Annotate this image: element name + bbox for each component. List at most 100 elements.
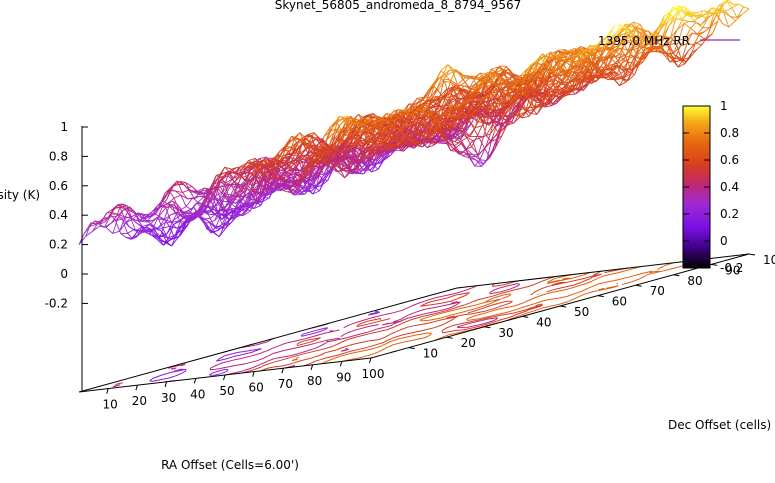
mesh-line	[308, 165, 317, 178]
mesh-line	[377, 156, 386, 170]
mesh-line	[211, 208, 220, 212]
mesh-line	[455, 138, 461, 142]
mesh-line	[475, 106, 484, 113]
mesh-line	[137, 230, 145, 233]
mesh-line	[106, 208, 114, 214]
mesh-line	[201, 203, 210, 215]
mesh-line	[439, 77, 445, 82]
mesh-line	[269, 179, 278, 186]
mesh-line	[233, 207, 241, 211]
mesh-line	[286, 186, 294, 196]
mesh-line	[532, 84, 540, 92]
mesh-line	[257, 191, 266, 203]
mesh-line	[210, 176, 219, 190]
mesh-line	[179, 206, 187, 211]
mesh-line	[631, 35, 638, 42]
mesh-line	[313, 173, 321, 184]
mesh-line	[351, 113, 359, 122]
mesh-line	[457, 79, 464, 86]
mesh-line	[183, 212, 191, 215]
mesh-line	[126, 205, 134, 212]
mesh-line	[272, 182, 281, 191]
mesh-line	[163, 214, 171, 221]
mesh-line	[413, 105, 421, 111]
mesh-line	[440, 70, 447, 76]
mesh-line	[233, 194, 242, 211]
mesh-line	[134, 229, 142, 231]
mesh-line	[299, 161, 307, 164]
mesh-line	[185, 182, 193, 187]
mesh-line	[355, 166, 363, 175]
mesh-line	[491, 138, 497, 142]
mesh-line	[258, 172, 266, 185]
mesh-line	[281, 167, 289, 175]
mesh-line	[457, 81, 466, 88]
mesh-line	[214, 209, 221, 221]
mesh-line	[217, 193, 225, 203]
mesh-line	[457, 129, 465, 136]
mesh-line	[209, 218, 216, 229]
mesh-line	[431, 98, 440, 102]
mesh-line	[183, 220, 191, 230]
mesh-line	[127, 229, 135, 234]
mesh-line	[472, 86, 480, 96]
mesh-line	[173, 220, 181, 225]
mesh-line	[711, 7, 718, 14]
mesh-line	[570, 53, 578, 67]
mesh-line	[445, 89, 453, 98]
mesh-line	[151, 219, 158, 231]
mesh-line	[150, 216, 158, 224]
mesh-line	[175, 190, 182, 196]
mesh-line	[327, 166, 336, 181]
mesh-line	[222, 214, 229, 227]
mesh-line	[291, 173, 299, 176]
mesh-line	[137, 223, 145, 229]
mesh-line	[261, 177, 270, 192]
mesh-line	[674, 46, 681, 59]
mesh-line	[289, 176, 297, 182]
mesh-line	[485, 74, 494, 83]
mesh-line	[165, 214, 172, 223]
mesh-line	[90, 222, 98, 224]
mesh-line	[425, 85, 434, 102]
mesh-line	[128, 209, 136, 214]
mesh-line	[182, 189, 190, 193]
mesh-line	[496, 69, 504, 73]
mesh-line	[514, 99, 523, 112]
mesh-line	[251, 183, 260, 193]
mesh-line	[731, 7, 738, 18]
mesh-line	[451, 82, 459, 88]
mesh-line	[536, 75, 544, 80]
mesh-line	[542, 53, 551, 69]
mesh-line	[689, 43, 696, 58]
mesh-line	[227, 175, 235, 183]
mesh-line	[176, 228, 184, 234]
mesh-line	[634, 42, 641, 56]
mesh-line	[474, 78, 482, 81]
mesh-line	[205, 206, 212, 209]
mesh-line	[439, 75, 447, 79]
mesh-line	[615, 24, 622, 35]
mesh-line	[264, 182, 272, 193]
mesh-line	[218, 205, 226, 212]
mesh-line	[160, 233, 168, 237]
mesh-line	[438, 96, 446, 102]
mesh-line	[174, 223, 183, 236]
mesh-line	[442, 97, 451, 101]
mesh-line	[374, 158, 383, 166]
mesh-line	[352, 150, 360, 161]
mesh-line	[164, 218, 172, 223]
mesh-line	[383, 155, 391, 162]
mesh-line	[135, 213, 142, 216]
mesh-line	[686, 32, 693, 44]
mesh-line	[298, 192, 306, 195]
mesh-line	[300, 159, 307, 171]
mesh-line	[157, 218, 165, 221]
mesh-line	[605, 68, 612, 71]
mesh-line	[471, 75, 479, 79]
mesh-line	[158, 219, 165, 228]
mesh-line	[356, 144, 364, 147]
mesh-line	[163, 205, 170, 220]
mesh-line	[99, 221, 106, 225]
mesh-line	[455, 69, 464, 80]
